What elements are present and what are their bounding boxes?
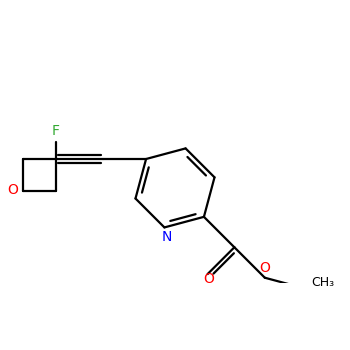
Text: O: O <box>203 272 214 286</box>
Text: F: F <box>52 124 60 138</box>
Text: O: O <box>259 261 270 275</box>
Text: CH₃: CH₃ <box>311 276 334 289</box>
Text: N: N <box>161 230 172 244</box>
Text: O: O <box>7 183 18 197</box>
